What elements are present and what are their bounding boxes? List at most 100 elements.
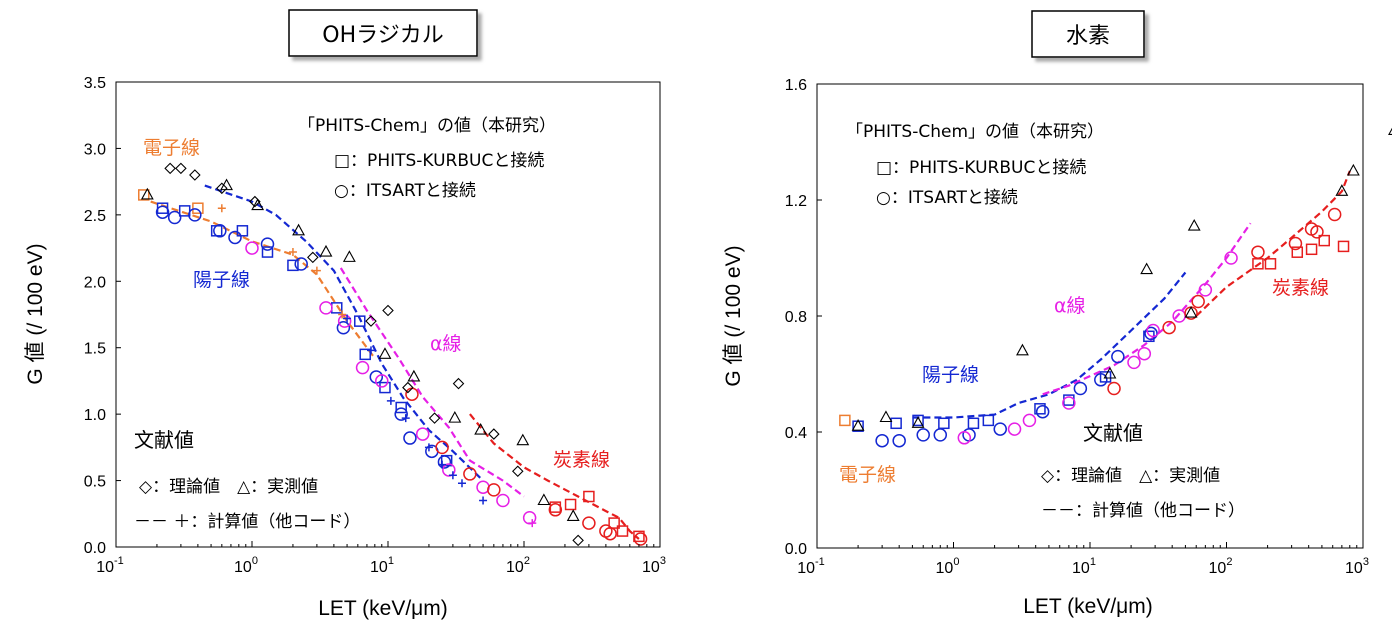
triangle-marker: [292, 223, 305, 236]
plus-marker: [528, 519, 537, 528]
plus-marker: [343, 314, 352, 323]
plus-marker: [386, 396, 395, 405]
circle-marker: [415, 427, 430, 441]
square-marker: [287, 259, 299, 272]
circle-marker: [1107, 381, 1121, 396]
x-axis-label: LET (keV/μm): [318, 597, 448, 620]
y-axis-label: G 値 (/ 100 eV): [722, 245, 745, 386]
circle-marker: [1191, 294, 1205, 309]
square-marker: [236, 225, 249, 237]
circle-marker: [1144, 326, 1158, 341]
triangle-marker: [1184, 305, 1198, 318]
square-marker: [890, 417, 902, 430]
square-marker: [938, 417, 950, 430]
x-tick-label: 101: [370, 555, 394, 576]
legend: 「PHITS-Chem」の値（本研究） □：PHITS-KURBUCと接続 ○：…: [134, 116, 556, 532]
diamond-marker: [452, 377, 465, 390]
diamond-marker: [164, 162, 176, 175]
chart-oh-radical: OHラジカル 0.0 0.5 1.0 1.5 2.0 2.5 3.0 3.5 10-1 100 10…: [24, 9, 666, 620]
x-tick-label: 102: [1209, 556, 1233, 577]
square-marker: [1291, 246, 1304, 258]
triangle-marker: [407, 369, 421, 382]
diamond-marker: [307, 251, 319, 264]
y-tick-label: 0.8: [785, 309, 807, 326]
y-axis-label: G 値 (/ 100 eV): [24, 243, 47, 384]
triangle-marker: [319, 244, 333, 257]
annotation-proton: 陽子線: [193, 269, 250, 291]
circle-marker: [957, 431, 972, 445]
circle-marker: [375, 374, 389, 388]
triangle-marker: [220, 178, 233, 191]
square-marker: [912, 414, 924, 427]
square-marker: [1099, 371, 1112, 383]
plus-marker: [438, 460, 447, 469]
diamond-marker: [382, 304, 394, 317]
circle-marker: [633, 532, 648, 546]
circle-marker: [1035, 404, 1050, 419]
circle-marker: [294, 257, 308, 271]
square-marker: [1318, 234, 1330, 247]
y-tick-label: 3.5: [84, 75, 106, 92]
legend-circle: ○：ITSARTと接続: [334, 181, 476, 201]
circle-marker: [582, 516, 596, 530]
plot-marks: [138, 162, 648, 547]
x-tick-label: 100: [234, 555, 258, 576]
annotation-alpha: α線: [1054, 295, 1086, 317]
y-tick-label: 1.5: [84, 341, 106, 358]
legend-heading: 「PHITS-Chem」の値（本研究）: [298, 116, 556, 136]
circle-marker: [319, 301, 333, 315]
triangle-marker: [1016, 343, 1029, 356]
chart-hydrogen: 水素 0.0 0.4 0.8 1.2 1.6 10-1 100 101 102 103 LET (…: [722, 10, 1392, 618]
circle-marker: [260, 237, 275, 251]
legend-calc: －－：計算値（他コード）: [1041, 501, 1245, 521]
circle-marker: [1162, 320, 1176, 335]
circle-marker: [1251, 245, 1265, 259]
plus-marker: [338, 310, 347, 319]
x-tick-label: 10-1: [96, 555, 124, 576]
circle-marker: [993, 422, 1007, 436]
circle-marker: [442, 463, 456, 477]
diamond-marker: [402, 381, 414, 394]
square-marker: [192, 202, 204, 214]
circle-marker: [155, 205, 170, 219]
circle-marker: [245, 241, 259, 255]
plus-marker: [424, 443, 433, 452]
calc-line: [1042, 222, 1252, 396]
circle-marker: [1172, 309, 1186, 323]
triangle-marker: [851, 419, 865, 431]
circle-marker: [1094, 373, 1108, 387]
square-marker: [583, 490, 595, 503]
x-tick-label: 100: [936, 556, 960, 577]
annotation-alpha: α線: [430, 333, 462, 355]
triangle-marker: [566, 509, 580, 521]
circle-marker: [213, 224, 227, 238]
circle-marker: [548, 503, 563, 517]
square-marker: [1337, 240, 1350, 253]
diamond-marker: [365, 315, 377, 327]
square-marker: [379, 381, 391, 394]
x-axis-label: LET (keV/μm): [1023, 595, 1153, 618]
title-box: [288, 9, 478, 57]
triangle-marker: [1335, 184, 1349, 196]
triangle-marker: [1346, 163, 1360, 176]
square-marker: [967, 417, 980, 430]
legend: 「PHITS-Chem」の値（本研究） □：PHITS-KURBUCと接続 ○：…: [846, 122, 1245, 521]
circle-marker: [167, 210, 182, 225]
circle-marker: [916, 428, 930, 442]
legend-circle: ○：ITSARTと接続: [876, 188, 1018, 208]
triangle-marker: [911, 416, 925, 428]
y-tick-label: 0.0: [84, 540, 106, 557]
triangle-marker: [474, 422, 488, 435]
circle-marker: [437, 455, 452, 469]
square-marker: [261, 246, 274, 258]
plus-marker: [448, 471, 457, 480]
calc-line: [912, 271, 1187, 419]
y-tick-label: 1.0: [84, 407, 106, 424]
triangle-marker: [1140, 262, 1154, 275]
square-marker: [633, 530, 645, 543]
y-tick-label: 0.0: [785, 541, 807, 558]
diamond-marker: [428, 412, 441, 424]
square-marker: [395, 401, 407, 414]
title-box: [1031, 10, 1145, 58]
y-tick-label: 2.5: [84, 208, 106, 225]
